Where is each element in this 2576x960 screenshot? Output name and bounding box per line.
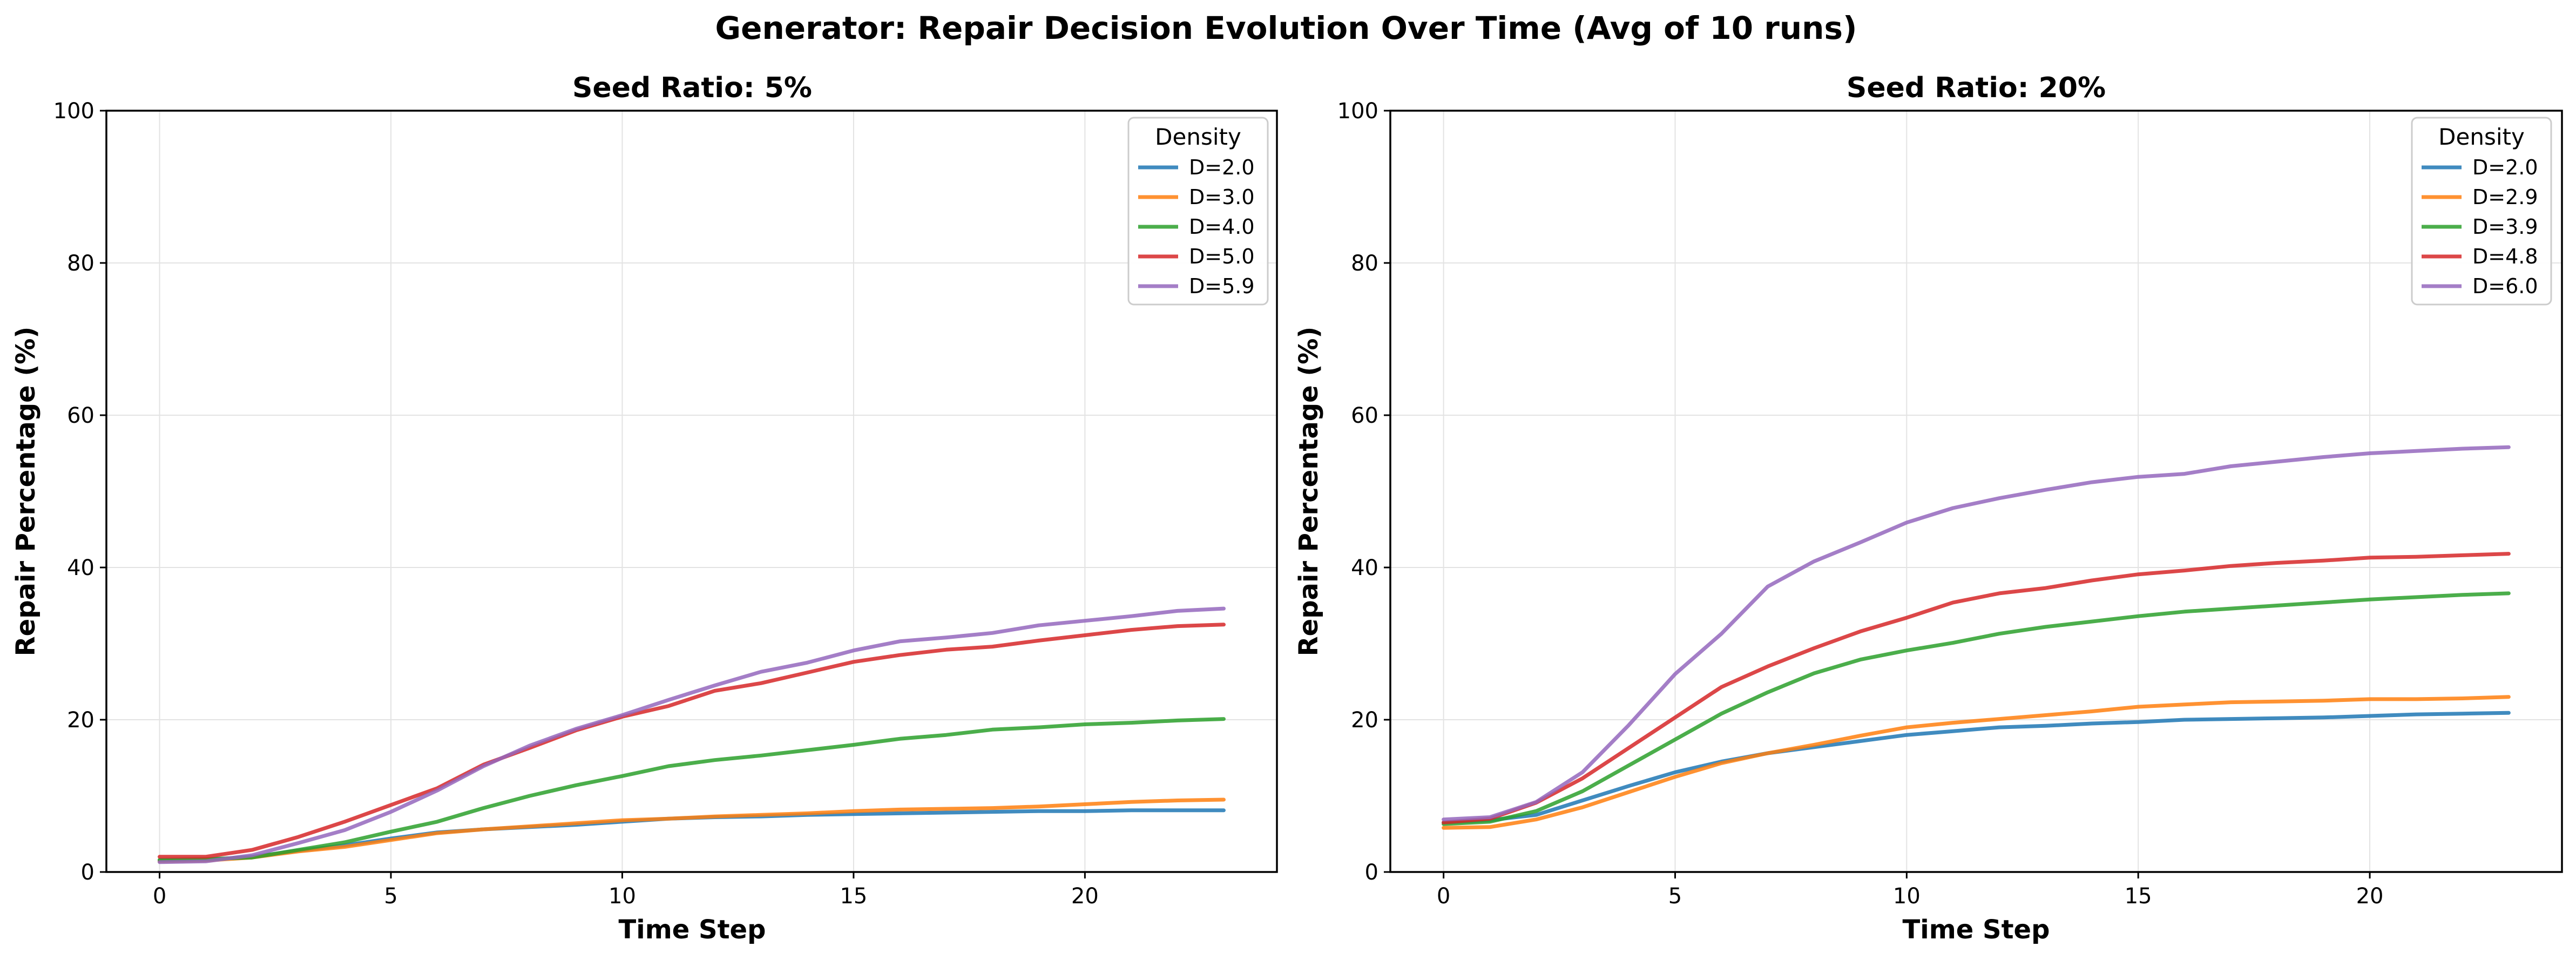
y-tick-label: 20 xyxy=(1351,708,1378,733)
legend-title-left: Density xyxy=(1155,124,1241,150)
legend-right: Density D=2.0 D=2.9 D=3.9 D=4.8 D=6.0 xyxy=(2411,117,2552,306)
series-line-d-2-9 xyxy=(1442,695,2511,830)
x-tick-label: 15 xyxy=(2125,884,2152,909)
legend-left: Density D=2.0 D=3.0 D=4.0 D=5.0 D=5.9 xyxy=(1127,117,1269,306)
y-tick-label: 0 xyxy=(1365,860,1378,885)
legend-label: D=4.0 xyxy=(1189,215,1255,239)
chart-panel-right: Seed Ratio: 20% 0 5 10 15 20 0 20 40 60 80 100 Tim… xyxy=(1294,72,2563,945)
series-line-d-4-8 xyxy=(1442,552,2511,824)
gridlines-left xyxy=(106,110,1277,873)
legend-label: D=2.9 xyxy=(2472,185,2538,209)
x-tick-label: 10 xyxy=(1893,884,1921,909)
series-lines-left xyxy=(158,606,1226,864)
y-tick-label: 20 xyxy=(67,708,94,733)
legend-title-right: Density xyxy=(2438,124,2525,150)
figure-title: Generator: Repair Decision Evolution Ove… xyxy=(715,10,1857,46)
legend-label: D=2.0 xyxy=(2472,156,2538,179)
ticks-left: 0 5 10 15 20 0 20 40 60 80 100 xyxy=(53,99,1099,909)
legend-label: D=2.0 xyxy=(1189,156,1255,179)
series-line-d-6-0 xyxy=(1442,445,2511,822)
series-line-d-3-0 xyxy=(158,797,1226,863)
x-axis-label-left: Time Step xyxy=(619,915,766,945)
y-axis-label-left: Repair Percentage (%) xyxy=(11,327,41,657)
y-tick-label: 100 xyxy=(53,99,94,124)
x-axis-label-right: Time Step xyxy=(1903,915,2050,945)
y-tick-label: 80 xyxy=(67,251,94,276)
legend-label: D=3.9 xyxy=(2472,215,2538,239)
x-tick-label: 0 xyxy=(1437,884,1450,909)
series-line-d-3-9 xyxy=(1442,591,2511,826)
gridlines-right xyxy=(1390,110,2562,873)
y-tick-label: 80 xyxy=(1351,251,1378,276)
series-lines-right xyxy=(1442,445,2511,830)
chart-panel-left: Seed Ratio: 5% 0 5 10 15 20 0 20 40 60 80 100 Time… xyxy=(11,72,1278,945)
plot-frame-left xyxy=(105,110,1278,873)
x-tick-label: 5 xyxy=(384,884,397,909)
x-tick-label: 5 xyxy=(1668,884,1682,909)
series-line-d-5-9 xyxy=(158,606,1226,864)
series-line-d-2-0 xyxy=(1442,711,2511,824)
x-tick-label: 10 xyxy=(608,884,636,909)
x-tick-label: 15 xyxy=(840,884,867,909)
ticks-right: 0 5 10 15 20 0 20 40 60 80 100 xyxy=(1337,99,2384,909)
plot-frame-right xyxy=(1389,110,2563,873)
y-tick-label: 0 xyxy=(81,860,94,885)
legend-label: D=4.8 xyxy=(2472,245,2538,268)
y-tick-label: 40 xyxy=(67,556,94,580)
legend-label: D=6.0 xyxy=(2472,274,2538,298)
y-tick-label: 60 xyxy=(1351,403,1378,428)
legend-items-left: D=2.0 D=3.0 D=4.0 D=5.0 D=5.9 xyxy=(1138,156,1255,298)
legend-label: D=3.0 xyxy=(1189,185,1255,209)
chart-title-right: Seed Ratio: 20% xyxy=(1847,72,2106,104)
y-tick-label: 100 xyxy=(1337,99,1378,124)
legend-label: D=5.0 xyxy=(1189,245,1255,268)
x-tick-label: 20 xyxy=(2356,884,2384,909)
x-tick-label: 20 xyxy=(1071,884,1099,909)
x-tick-label: 0 xyxy=(153,884,166,909)
series-line-d-4-0 xyxy=(158,717,1226,862)
y-tick-label: 60 xyxy=(67,403,94,428)
chart-title-left: Seed Ratio: 5% xyxy=(572,72,812,104)
y-tick-label: 40 xyxy=(1351,556,1378,580)
y-axis-label-right: Repair Percentage (%) xyxy=(1294,327,1324,657)
legend-items-right: D=2.0 D=2.9 D=3.9 D=4.8 D=6.0 xyxy=(2422,156,2538,298)
series-line-d-5-0 xyxy=(158,623,1226,859)
legend-label: D=5.9 xyxy=(1189,274,1255,298)
